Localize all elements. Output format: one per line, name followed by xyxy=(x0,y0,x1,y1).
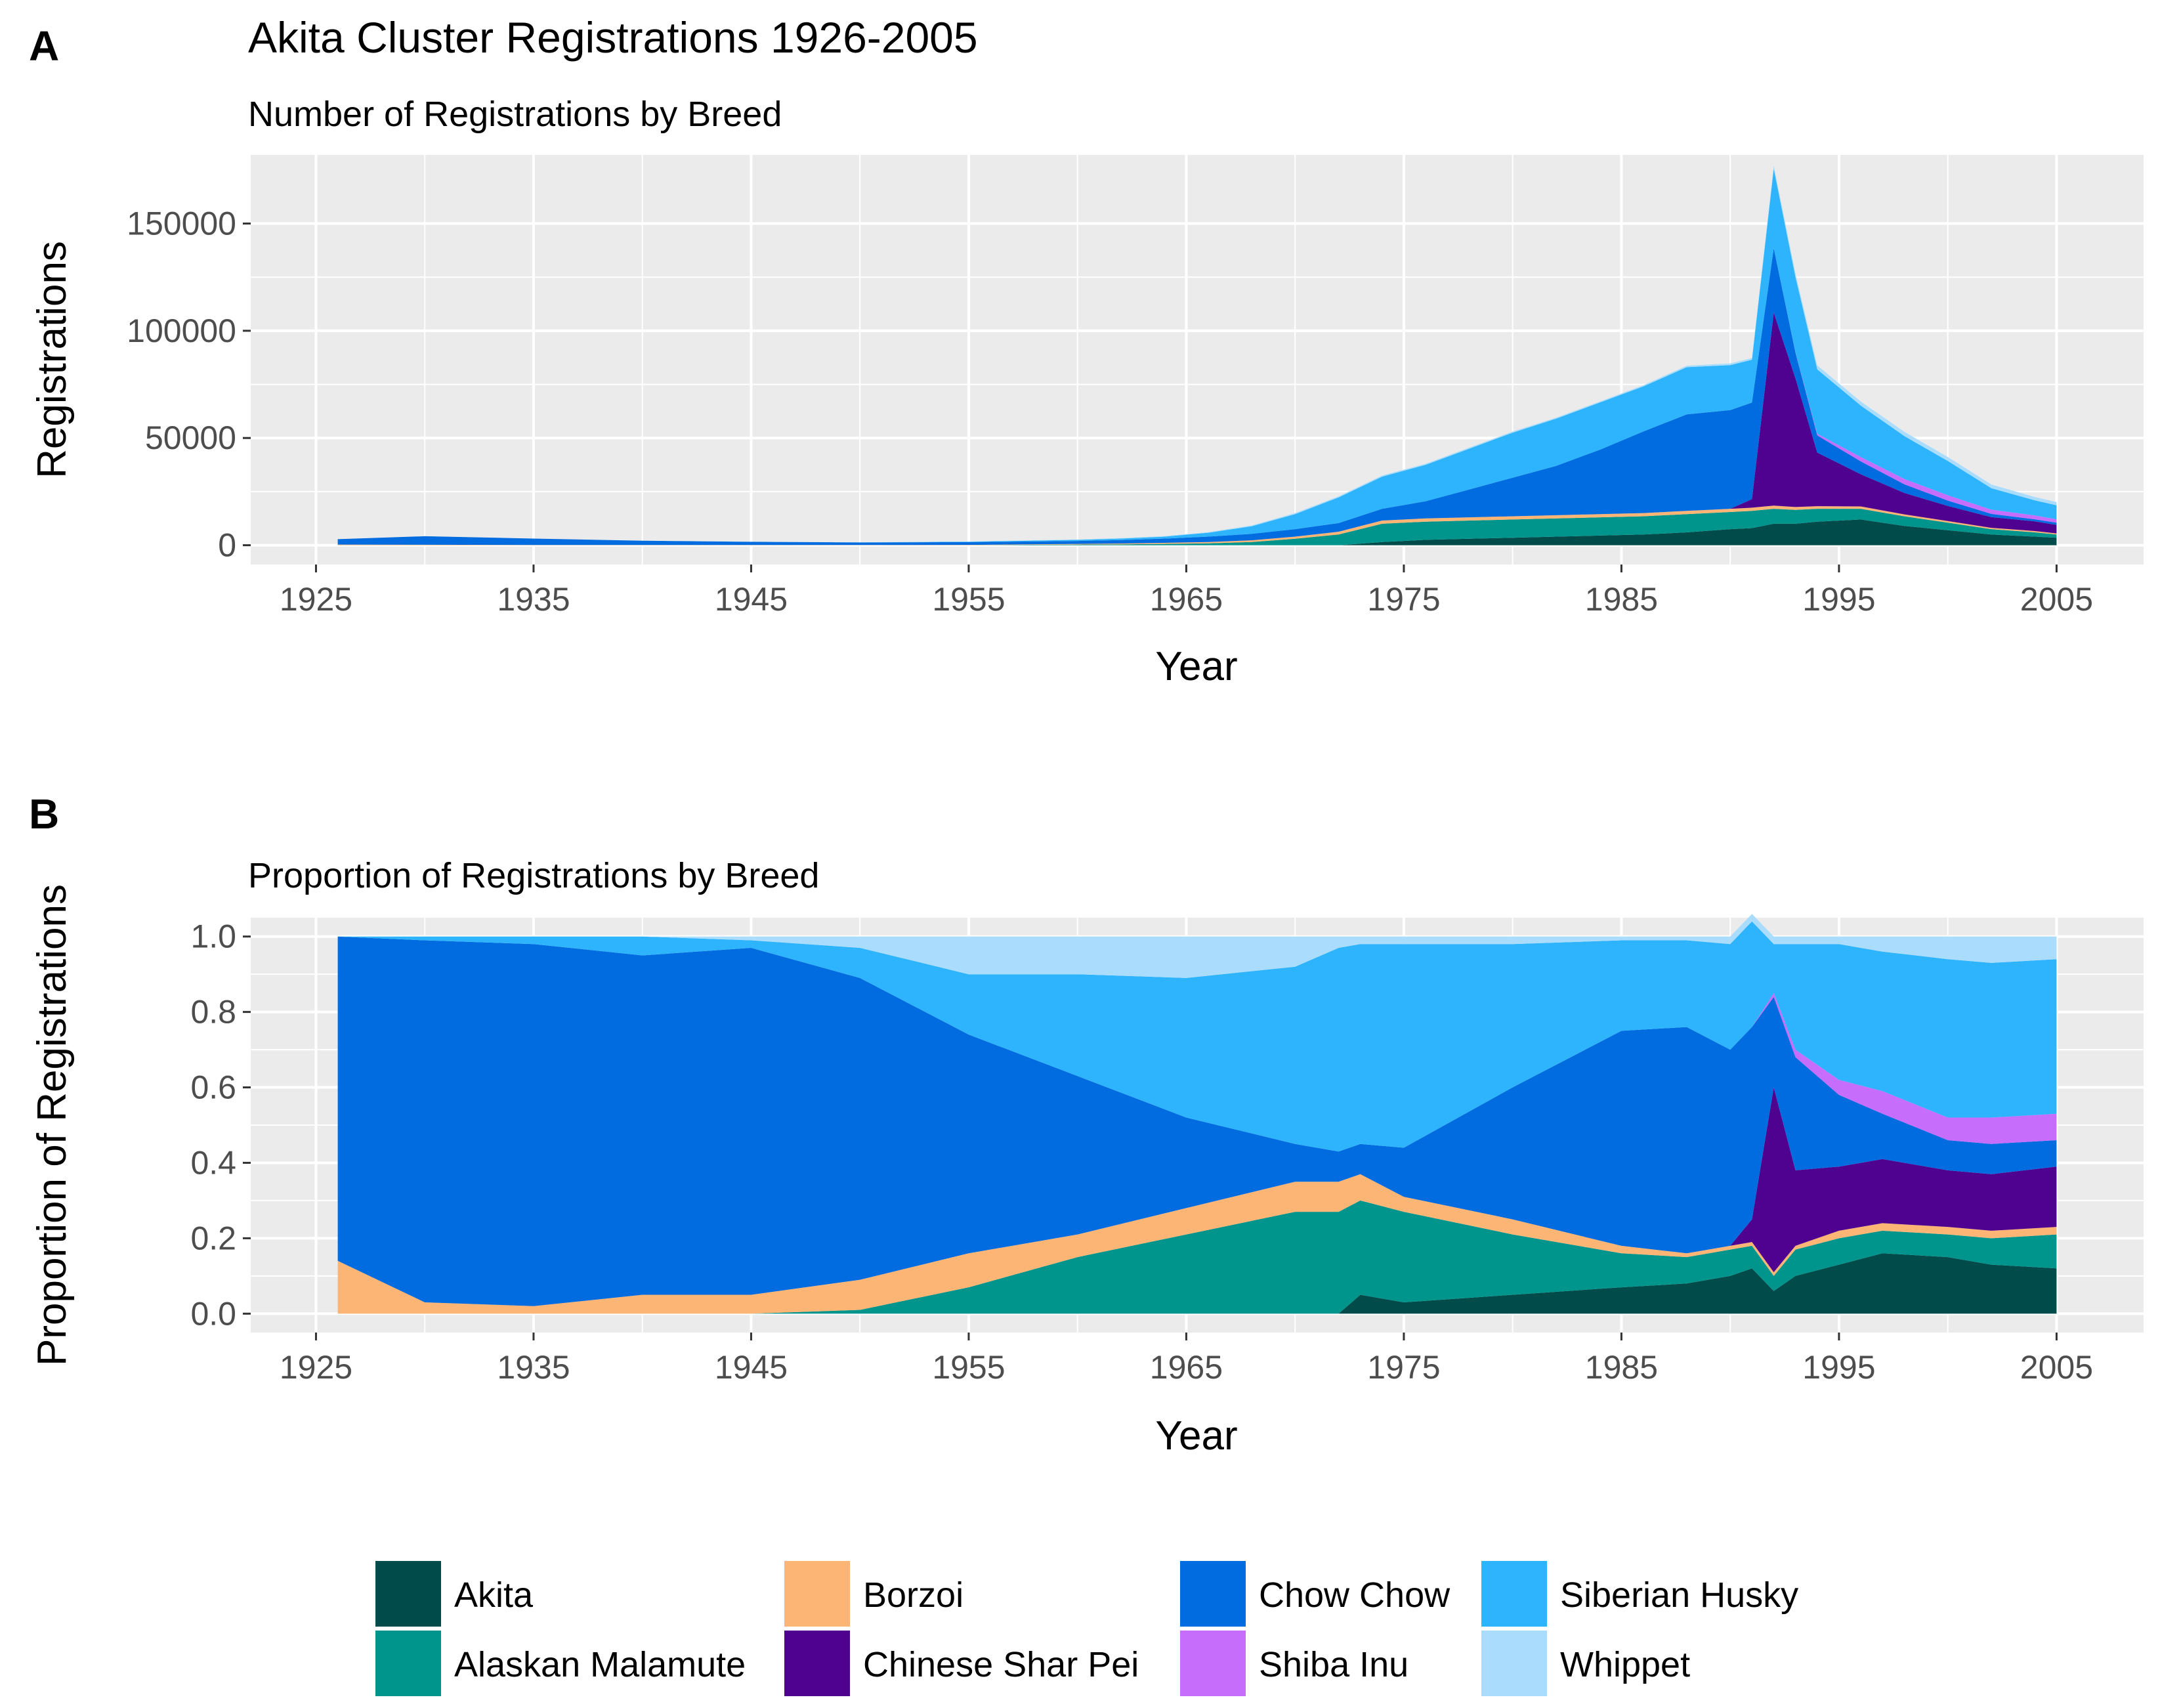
y-tick-label: 0.4 xyxy=(190,1144,236,1181)
panel-b: B Proportion of Registrations by Breed 0… xyxy=(29,790,2144,1459)
panel-a: A Akita Cluster Registrations 1926-2005 … xyxy=(29,13,2144,689)
legend-item-chinese-shar-pei: Chinese Shar Pei xyxy=(784,1631,1139,1696)
legend-item-alaskan-malamute: Alaskan Malamute xyxy=(375,1631,746,1696)
area-akita xyxy=(337,1253,2057,1314)
panel-a-subtitle: Number of Registrations by Breed xyxy=(248,95,782,134)
legend-label: Chow Chow xyxy=(1259,1575,1451,1615)
x-tick-label: 1935 xyxy=(497,1349,570,1386)
panel-b-y-ticks: 0.0 0.2 0.4 0.6 0.8 1.0 xyxy=(190,918,251,1332)
x-tick-label: 1965 xyxy=(1150,581,1223,618)
panel-a-x-ticks: 1925 1935 1945 1955 1965 1975 1985 1995 2005 xyxy=(280,565,2093,618)
x-tick-label: 1985 xyxy=(1585,1349,1658,1386)
x-tick-label: 1985 xyxy=(1585,581,1658,618)
x-tick-label: 2005 xyxy=(2020,581,2093,618)
panel-b-areas xyxy=(337,914,2057,1314)
panel-a-areas xyxy=(337,165,2057,545)
legend-swatch xyxy=(1481,1561,1547,1627)
panel-b-x-axis-label: Year xyxy=(1155,1413,1237,1459)
legend-item-whippet: Whippet xyxy=(1481,1631,1690,1696)
panel-b-letter: B xyxy=(29,790,59,838)
y-tick-label: 1.0 xyxy=(190,918,236,955)
panel-b-subtitle: Proportion of Registrations by Breed xyxy=(248,856,819,895)
x-tick-label: 1945 xyxy=(715,581,788,618)
area-siberian-husky xyxy=(337,921,2057,1152)
legend-label: Whippet xyxy=(1560,1645,1690,1684)
x-tick-label: 2005 xyxy=(2020,1349,2093,1386)
legend-item-akita: Akita xyxy=(375,1561,534,1627)
y-tick-label: 0.6 xyxy=(190,1069,236,1106)
panel-a-x-axis-label: Year xyxy=(1155,644,1237,689)
area-whippet xyxy=(337,914,2057,978)
legend-item-siberian-husky: Siberian Husky xyxy=(1481,1561,1798,1627)
legend-label: Shiba Inu xyxy=(1259,1645,1408,1684)
legend-label: Siberian Husky xyxy=(1560,1575,1798,1615)
legend-swatch xyxy=(375,1561,441,1627)
x-tick-label: 1955 xyxy=(932,581,1005,618)
legend-swatch xyxy=(1180,1561,1246,1627)
y-tick-label: 0.8 xyxy=(190,994,236,1031)
legend-label: Akita xyxy=(454,1575,534,1615)
y-tick-label: 0 xyxy=(218,527,236,564)
area-borzoi xyxy=(337,505,2057,545)
x-tick-label: 1975 xyxy=(1367,1349,1440,1386)
legend-item-shiba-inu: Shiba Inu xyxy=(1180,1631,1408,1696)
panel-a-letter: A xyxy=(29,22,59,70)
legend-swatch xyxy=(1481,1631,1547,1696)
legend-swatch xyxy=(784,1631,850,1696)
legend-label: Chinese Shar Pei xyxy=(863,1645,1139,1684)
x-tick-label: 1945 xyxy=(715,1349,788,1386)
area-alaskan-malamute xyxy=(337,509,2057,545)
x-tick-label: 1925 xyxy=(280,1349,352,1386)
y-tick-label: 150000 xyxy=(127,205,236,242)
legend-label: Alaskan Malamute xyxy=(454,1645,746,1684)
x-tick-label: 1935 xyxy=(497,581,570,618)
area-akita xyxy=(337,519,2057,545)
x-tick-label: 1975 xyxy=(1367,581,1440,618)
legend-item-chow-chow: Chow Chow xyxy=(1180,1561,1451,1627)
area-alaskan-malamute xyxy=(337,1200,2057,1314)
x-tick-label: 1925 xyxy=(280,581,352,618)
chart-title: Akita Cluster Registrations 1926-2005 xyxy=(248,13,978,62)
panel-b-x-ticks: 1925 1935 1945 1955 1965 1975 1985 1995 2005 xyxy=(280,1333,2093,1386)
x-tick-label: 1965 xyxy=(1150,1349,1223,1386)
y-tick-label: 0.0 xyxy=(190,1295,236,1332)
y-tick-label: 100000 xyxy=(127,312,236,349)
y-tick-label: 50000 xyxy=(145,419,236,456)
x-tick-label: 1955 xyxy=(932,1349,1005,1386)
legend-swatch xyxy=(784,1561,850,1627)
legend: Akita Alaskan Malamute Borzoi Chinese Shar … xyxy=(375,1561,1798,1696)
legend-label: Borzoi xyxy=(863,1575,964,1615)
area-chow-chow xyxy=(337,936,2057,1306)
x-tick-label: 1995 xyxy=(1802,581,1875,618)
panel-a-y-axis-label: Registrations xyxy=(30,241,75,479)
x-tick-label: 1995 xyxy=(1802,1349,1875,1386)
y-tick-label: 0.2 xyxy=(190,1220,236,1256)
legend-item-borzoi: Borzoi xyxy=(784,1561,964,1627)
panel-a-y-ticks: 0 50000 100000 150000 xyxy=(127,205,251,564)
legend-swatch xyxy=(375,1631,441,1696)
area-chow-chow xyxy=(337,248,2057,545)
legend-swatch xyxy=(1180,1631,1246,1696)
panel-b-y-axis-label: Proportion of Registrations xyxy=(30,884,75,1366)
